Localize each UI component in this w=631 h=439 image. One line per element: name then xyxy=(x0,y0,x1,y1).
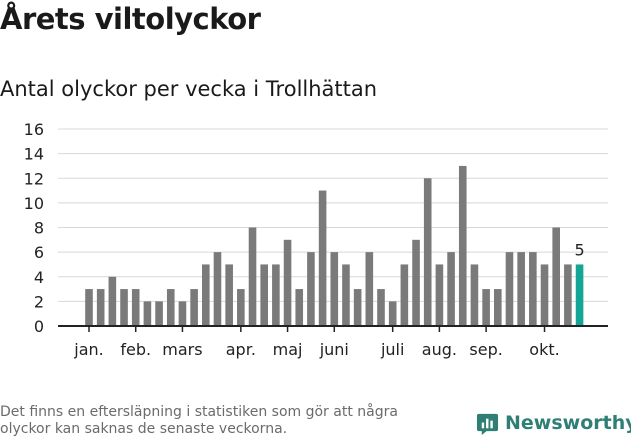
bar xyxy=(423,178,432,326)
bar-latest-week xyxy=(575,264,584,326)
x-tick-label: maj xyxy=(273,340,303,359)
x-tick-label: mars xyxy=(162,340,202,359)
newsworthy-bar-icon xyxy=(476,413,499,435)
y-tick-label: 0 xyxy=(34,317,44,336)
bar xyxy=(447,252,455,326)
bar xyxy=(131,289,140,326)
y-tick-label: 2 xyxy=(34,292,44,311)
bar xyxy=(237,289,245,326)
bar xyxy=(202,264,210,326)
newsworthy-logo: Newsworthy xyxy=(476,409,631,437)
bar xyxy=(283,239,292,326)
bar-chart: 0 2 4 6 8 10 12 14 16 5 jan. feb. mars apr. maj juni jul… xyxy=(24,120,608,359)
y-tick-label: 6 xyxy=(34,243,44,262)
bar xyxy=(120,289,128,326)
bar xyxy=(225,264,233,326)
bar xyxy=(260,264,268,326)
brand-name: Newsworthy xyxy=(505,412,631,434)
bar xyxy=(470,264,479,326)
y-tick-label: 12 xyxy=(24,169,44,188)
bar xyxy=(564,264,572,326)
bar xyxy=(178,301,187,326)
bar xyxy=(342,264,350,326)
bar xyxy=(412,239,420,326)
bar xyxy=(529,252,537,326)
footnote: Det finns en eftersläpning i statistiken… xyxy=(0,404,398,437)
y-tick-label: 10 xyxy=(24,194,44,213)
x-tick-label: sep. xyxy=(469,340,502,359)
bar xyxy=(482,289,490,326)
bar xyxy=(458,165,467,326)
bar xyxy=(377,289,385,326)
chart-subtitle: Antal olyckor per vecka i Trollhättan xyxy=(0,77,378,101)
x-tick-label: apr. xyxy=(226,340,256,359)
y-tick-label: 8 xyxy=(34,219,44,238)
bar xyxy=(552,227,560,326)
y-tick-label: 16 xyxy=(24,120,44,139)
x-tick-label: juli xyxy=(380,340,404,359)
bar xyxy=(155,301,163,326)
bar xyxy=(353,289,362,326)
bar xyxy=(213,252,222,326)
bar xyxy=(85,289,93,326)
x-tick-label: aug. xyxy=(422,340,457,359)
bar xyxy=(190,289,198,326)
bar xyxy=(143,301,152,326)
x-tick-label: feb. xyxy=(120,340,151,359)
bar xyxy=(400,264,409,326)
x-tick-label: jan. xyxy=(73,340,103,359)
x-tick-label: juni xyxy=(319,340,349,359)
bar xyxy=(307,252,315,326)
y-tick-label: 14 xyxy=(24,145,44,164)
bar xyxy=(318,190,327,326)
bar xyxy=(108,276,117,326)
bar xyxy=(295,289,304,326)
bar xyxy=(517,252,525,326)
bar xyxy=(272,264,280,326)
bar xyxy=(388,301,397,326)
bar xyxy=(96,289,105,326)
data-label-latest: 5 xyxy=(574,240,584,259)
bar xyxy=(505,252,514,326)
bar xyxy=(248,227,257,326)
bar xyxy=(435,264,444,326)
x-tick-label: okt. xyxy=(529,340,559,359)
bar xyxy=(365,252,374,326)
bar xyxy=(494,289,502,326)
bar xyxy=(330,252,339,326)
bar xyxy=(166,289,175,326)
y-tick-label: 4 xyxy=(34,268,44,287)
chart-title: Årets viltolyckor xyxy=(0,2,261,36)
bar xyxy=(540,264,549,326)
